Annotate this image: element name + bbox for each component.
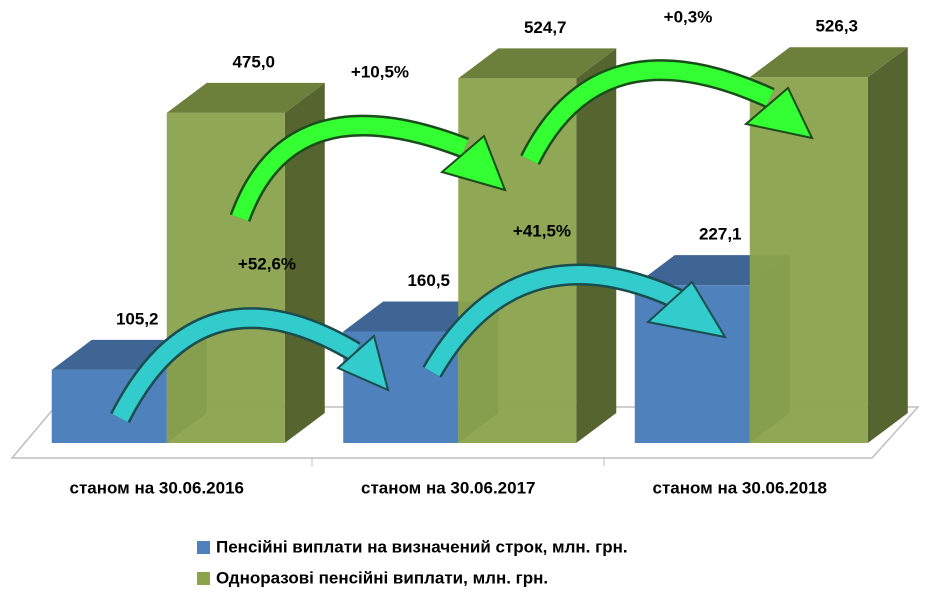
value-label: 526,3 — [815, 17, 858, 36]
value-label: 160,5 — [407, 271, 450, 290]
bar-top — [166, 82, 325, 113]
legend-label: Пенсійні виплати на визначений строк, мл… — [216, 537, 628, 556]
bar — [458, 48, 617, 444]
bar-top — [749, 47, 908, 78]
arrow-head — [743, 86, 814, 140]
arrow-head — [336, 334, 390, 392]
value-label: 475,0 — [232, 52, 275, 71]
bar-front — [458, 78, 577, 443]
legend-swatch — [197, 572, 210, 585]
bar-side — [284, 82, 325, 443]
arrow — [522, 61, 774, 164]
x-tick-label: станом на 30.06.2017 — [361, 478, 536, 497]
x-tick-label: станом на 30.06.2016 — [70, 478, 245, 497]
arrows — [110, 59, 814, 423]
arrow-head — [645, 280, 728, 339]
value-label: 105,2 — [116, 309, 159, 328]
value-label: 227,1 — [699, 225, 742, 244]
annotation: +41,5% — [513, 221, 571, 240]
value-label: 524,7 — [524, 18, 567, 37]
bar-side — [576, 48, 617, 444]
annotation: +52,6% — [238, 254, 296, 273]
bar-side — [867, 47, 908, 444]
bar-top — [458, 48, 617, 79]
arrow — [424, 266, 694, 377]
annotation: +0,3% — [664, 7, 713, 26]
arrow — [232, 117, 469, 221]
annotation: +10,5% — [351, 62, 409, 81]
arrow-head — [439, 134, 507, 192]
arrow — [112, 309, 360, 422]
legend-label: Одноразові пенсійні виплати, млн. грн. — [216, 568, 548, 587]
x-tick-label: станом на 30.06.2018 — [653, 478, 828, 497]
legend-swatch — [197, 541, 210, 554]
